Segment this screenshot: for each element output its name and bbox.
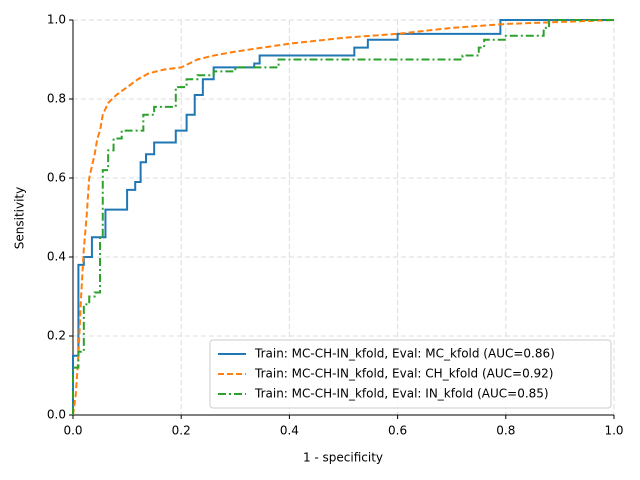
legend-box xyxy=(209,339,612,409)
roc-line xyxy=(72,19,614,415)
x-tick-label: 0.8 xyxy=(496,424,515,438)
x-tick-label: 0.4 xyxy=(280,424,299,438)
y-tick-label: 0.2 xyxy=(47,329,66,343)
y-axis-label: Sensitivity xyxy=(13,187,27,249)
y-tick-label: 1.0 xyxy=(47,13,66,27)
x-tick-label: 1.0 xyxy=(604,424,623,438)
x-tick-label: 0.0 xyxy=(63,424,82,438)
x-tick-label: 0.6 xyxy=(388,424,407,438)
y-tick-label: 0.4 xyxy=(47,250,66,264)
roc-line xyxy=(72,19,614,415)
y-tick-label: 0.8 xyxy=(47,92,66,106)
legend-label: Train: MC-CH-IN_kfold, Eval: CH_kfold (A… xyxy=(254,367,553,381)
legend-label: Train: MC-CH-IN_kfold, Eval: IN_kfold (A… xyxy=(254,387,549,401)
roc-line xyxy=(72,19,615,416)
x-axis-label: 1 - specificity xyxy=(303,451,383,465)
x-tick-label: 0.2 xyxy=(172,424,191,438)
y-tick-label: 0.0 xyxy=(47,408,66,422)
legend-label: Train: MC-CH-IN_kfold, Eval: MC_kfold (A… xyxy=(254,347,555,361)
y-tick-label: 0.6 xyxy=(47,171,66,185)
